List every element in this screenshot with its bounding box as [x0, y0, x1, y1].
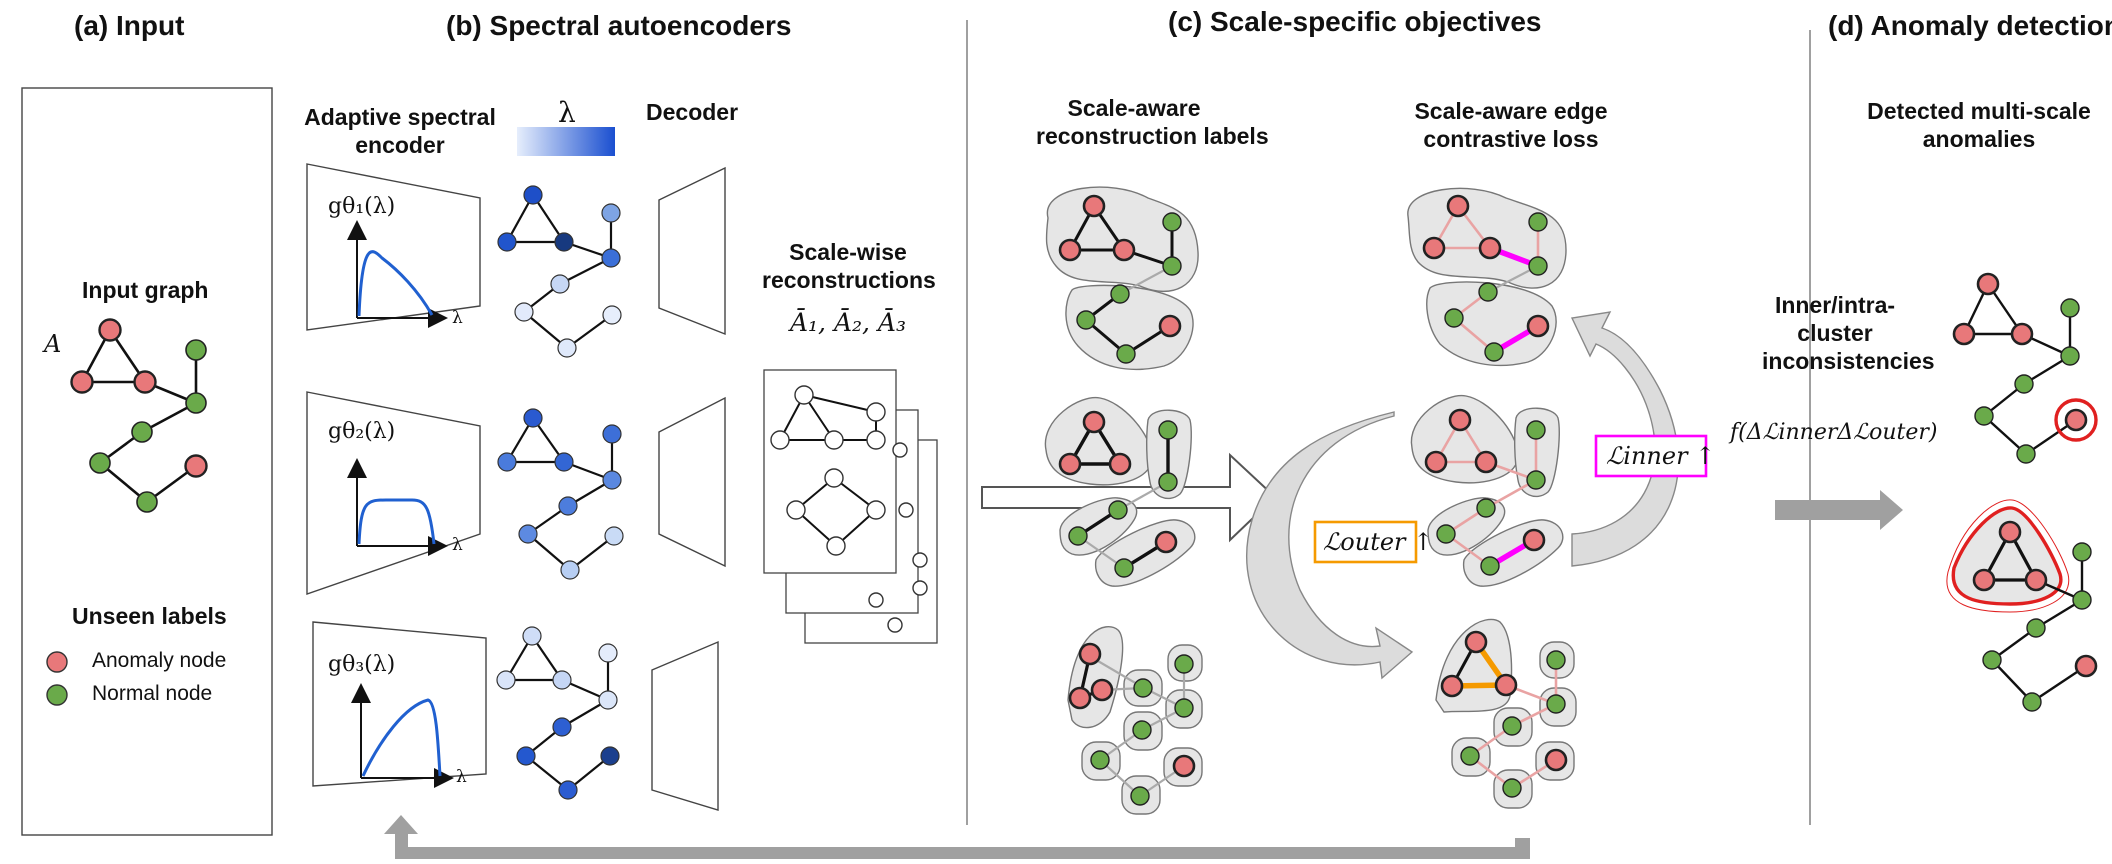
- anomaly-score-formula: f(ΔℒinnerΔℒouter): [1730, 420, 1938, 445]
- decoder-trapezoids: [651, 166, 726, 811]
- inner-curved-arrow: [1570, 311, 1679, 567]
- encoded-graph-3: [496, 626, 620, 800]
- encoded-graph-1: [497, 185, 622, 358]
- input-graph-title: Input graph: [82, 277, 209, 303]
- feedback-arrow: [384, 815, 1530, 859]
- contrast-graph-middle: [1410, 394, 1564, 587]
- encoder-title-line2: encoder: [355, 132, 445, 158]
- detected-line2: anomalies: [1922, 126, 2036, 152]
- input-graph-nodes: [70, 318, 208, 513]
- filter-plot-3: [351, 683, 454, 788]
- filter-plot-1: [347, 220, 448, 328]
- detection-arrow: [1775, 490, 1903, 530]
- detected-graph-bottom: [1946, 499, 2098, 712]
- reconstructions-title-line1: Scale-wise: [789, 239, 907, 265]
- contrastive-title: Scale-aware edge contrastive loss: [1398, 97, 1624, 153]
- matrix-symbol: A: [44, 330, 62, 358]
- filter-axis-lambda-2: λ: [452, 535, 463, 555]
- reconstructions-title: Scale-wise reconstructions: [762, 238, 936, 294]
- lambda-gradient-bar: [517, 127, 615, 156]
- section-c-title: (c) Scale-specific objectives: [1168, 6, 1542, 37]
- filter-label-3: gθ₃(λ): [328, 652, 396, 677]
- section-d-title: (d) Anomaly detection: [1828, 10, 2112, 41]
- contrastive-line2: contrastive loss: [1423, 126, 1599, 152]
- outer-loss-label: ℒouter ↑: [1323, 528, 1434, 556]
- legend-normal-label: Normal node: [92, 682, 213, 705]
- contrastive-line1: Scale-aware edge: [1414, 98, 1608, 124]
- legend-anomaly-dot: [46, 651, 68, 673]
- encoded-graph-2: [497, 408, 624, 580]
- legend-title: Unseen labels: [72, 603, 227, 629]
- filter-label-1: gθ₁(λ): [328, 194, 396, 219]
- filter-axis-lambda-1: λ: [452, 308, 463, 328]
- recon-labels-title: Scale-aware reconstruction labels: [1036, 94, 1269, 150]
- encoder-title: Adaptive spectral encoder: [300, 103, 500, 159]
- encoder-title-line1: Adaptive spectral: [304, 104, 496, 130]
- reconstruction-symbols: Ā₁, Ā₂, Ā₃: [789, 308, 906, 337]
- recon-labels-line1: Scale-aware: [1067, 95, 1201, 121]
- recon-graph-top: [1045, 186, 1199, 371]
- contrast-graph-bottom: [1435, 618, 1577, 809]
- filter-plot-2: [347, 458, 448, 556]
- inner-loss-label: ℒinner ↑: [1606, 442, 1716, 470]
- section-a-title: (a) Input: [74, 10, 185, 41]
- inconsistency-title: Inner/intra- cluster inconsistencies: [1762, 291, 1935, 375]
- encoder-trapezoids: [306, 163, 487, 787]
- filter-label-2: gθ₂(λ): [328, 419, 396, 444]
- section-b-title: (b) Spectral autoencoders: [446, 10, 792, 41]
- inner-loss-box: [1594, 434, 1708, 478]
- reconstruction-stack: [763, 369, 938, 644]
- outer-loss-box: [1313, 520, 1418, 564]
- recon-labels-line2: reconstruction labels: [1036, 123, 1269, 149]
- filter-axis-lambda-3: λ: [456, 767, 467, 787]
- decoder-title: Decoder: [646, 99, 739, 125]
- inconsistency-line1: Inner/intra-: [1774, 292, 1896, 318]
- recon-graph-middle: [1044, 396, 1196, 587]
- detected-line1: Detected multi-scale: [1867, 98, 2091, 124]
- detected-anomalies-title: Detected multi-scale anomalies: [1854, 97, 2104, 153]
- input-panel: [21, 87, 273, 836]
- outer-curved-arrow: [1246, 411, 1414, 680]
- contrast-graph-top: [1407, 187, 1567, 367]
- reconstructions-title-line2: reconstructions: [762, 267, 936, 293]
- lambda-symbol: λ: [558, 96, 576, 129]
- detected-graph-top: [1952, 272, 2098, 464]
- recon-graph-bottom: [1067, 626, 1203, 815]
- legend-anomaly-label: Anomaly node: [92, 649, 227, 672]
- inconsistency-line3: inconsistencies: [1762, 348, 1935, 374]
- inconsistency-line2: cluster: [1797, 320, 1873, 346]
- legend-normal-dot: [46, 684, 68, 706]
